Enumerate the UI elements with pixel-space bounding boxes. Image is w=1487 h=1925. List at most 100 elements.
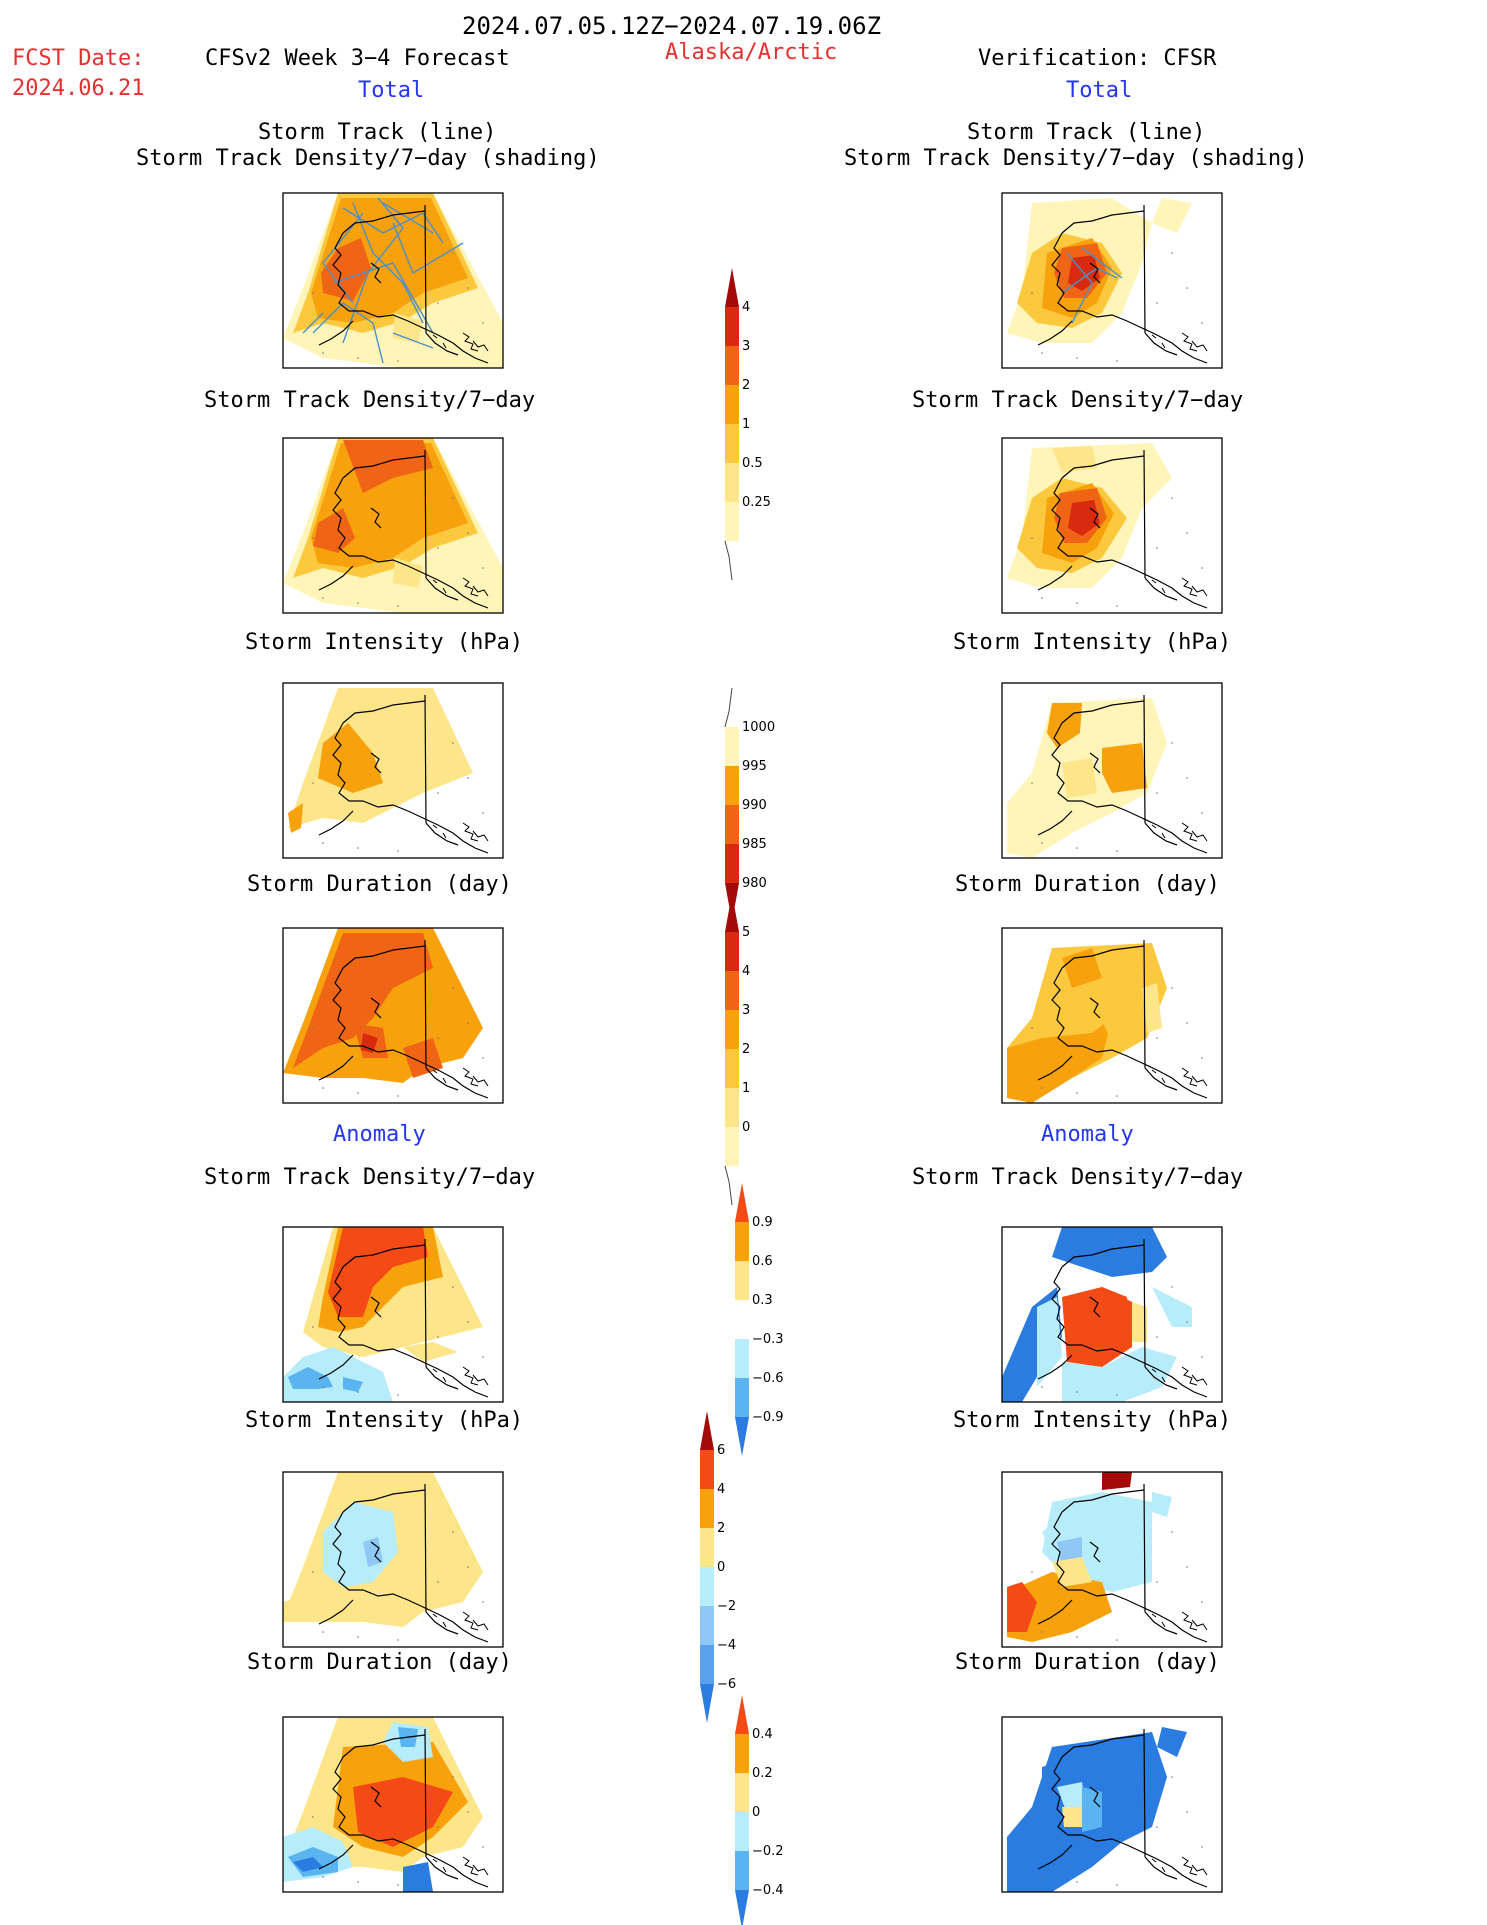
colorbar-tick-label: 0.4 [752,1727,773,1742]
left-anomaly-label: Anomaly [333,1122,426,1147]
colorbar-tick-label: 2 [742,1042,750,1057]
colorbar-cell [700,1567,714,1606]
left-density-map [282,437,504,614]
left-title-density-anom: Storm Track Density/7−day [204,1165,536,1190]
colorbar-tick-label: −0.6 [752,1371,784,1386]
colorbar-cell [700,1489,714,1528]
colorbar-bottom-tail [724,1165,733,1206]
left-title-intensity: Storm Intensity (hPa) [245,630,524,655]
right-density-map [1001,437,1223,614]
left-title-duration: Storm Duration (day) [247,872,512,897]
intensity-colorbar: 1000 995 990 985 980 [724,687,775,922]
colorbar-top-arrow [735,1183,749,1222]
right-duration-map [1001,927,1223,1104]
right-title-duration: Storm Duration (day) [955,872,1220,897]
intensity-anom-colorbar: 6 4 2 0 −2 −4 −6 [700,1411,736,1723]
colorbar-bottom-arrow [700,1684,714,1723]
right-title-duration-anom: Storm Duration (day) [955,1650,1220,1675]
colorbar-top-arrow [725,893,739,932]
colorbar-cell [700,1606,714,1645]
left-title-track-shading: Storm Track Density/7−day (shading) [136,146,600,171]
colorbar-top-tail [724,687,733,728]
colorbar-tick-label: 0 [717,1560,725,1575]
right-track-map [1001,192,1223,369]
colorbar-cell [735,1378,749,1417]
colorbar-tick-label: −0.2 [752,1844,784,1859]
right-total-label: Total [1066,78,1133,103]
colorbar-cell [700,1450,714,1489]
forecast-title: CFSv2 Week 3−4 Forecast [205,46,510,71]
colorbar-tick-label: 0.5 [742,456,763,471]
left-track-map [282,192,504,369]
colorbar-tick-label: 0.25 [742,495,771,510]
colorbar-cell [725,346,739,385]
colorbar-cell [735,1222,749,1261]
colorbar-tick-label: −0.9 [752,1410,784,1425]
verification-title: Verification: CFSR [978,46,1217,71]
colorbar-tick-label: 2 [717,1521,725,1536]
left-title-density: Storm Track Density/7−day [204,388,536,413]
right-title-density-anom: Storm Track Density/7−day [912,1165,1244,1190]
left-title-track-line: Storm Track (line) [258,120,497,145]
colorbars: 43210.50.2510009959909859805432100.90.60… [700,268,784,1925]
colorbar-cell [725,307,739,346]
left-density-anom-map [282,1226,504,1403]
right-anomaly-label: Anomaly [1041,1122,1134,1147]
colorbar-cell [735,1300,749,1339]
left-intensity-map [282,682,504,859]
right-title-track-shading: Storm Track Density/7−day (shading) [844,146,1308,171]
right-intensity-anom-map [1001,1471,1223,1648]
colorbar-cell [735,1851,749,1890]
colorbar-cell [725,502,739,541]
colorbar-tick-label: 6 [717,1443,725,1458]
colorbar-top-arrow [725,268,739,307]
colorbar-cell [725,1049,739,1088]
colorbar-cell [725,727,739,766]
colorbar-tick-label: 0.3 [752,1293,773,1308]
colorbar-cell [700,1645,714,1684]
duration-colorbar: 5 4 3 2 1 0 [724,893,750,1206]
colorbar-tick-label: 4 [742,964,750,979]
colorbar-tick-label: 0.9 [752,1215,773,1230]
colorbar-tick-label: 995 [742,759,767,774]
colorbar-tick-label: 5 [742,925,750,940]
colorbar-cell [725,844,739,883]
left-intensity-anom-map [282,1471,504,1648]
right-intensity-map [1001,682,1223,859]
colorbar-cell [725,971,739,1010]
colorbar-tick-label: 990 [742,798,767,813]
colorbar-cell [725,932,739,971]
left-duration-map [282,927,504,1104]
right-title-intensity-anom: Storm Intensity (hPa) [953,1408,1232,1433]
colorbar-cell [725,1127,739,1166]
colorbar-cell [735,1734,749,1773]
colorbar-tick-label: 985 [742,837,767,852]
colorbar-bottom-arrow [735,1890,749,1925]
right-title-intensity: Storm Intensity (hPa) [953,630,1232,655]
duration-anom-colorbar: 0.4 0.2 0 −0.2 −0.4 [735,1695,784,1925]
colorbar-top-arrow [700,1411,714,1450]
colorbar-cell [735,1812,749,1851]
region-title: Alaska/Arctic [665,40,838,65]
colorbar-tick-label: 0.6 [752,1254,773,1269]
colorbar-top-arrow [735,1695,749,1734]
colorbar-tick-label: 1 [742,1081,750,1096]
colorbar-cell [725,424,739,463]
colorbar-cell [735,1773,749,1812]
colorbar-tick-label: −0.3 [752,1332,784,1347]
right-title-density: Storm Track Density/7−day [912,388,1244,413]
colorbar-cell [725,463,739,502]
colorbar-tick-label: −4 [717,1638,736,1653]
colorbar-tick-label: 3 [742,1003,750,1018]
right-title-track-line: Storm Track (line) [967,120,1206,145]
colorbar-tick-label: 0 [752,1805,760,1820]
colorbar-tick-label: 0.2 [752,1766,773,1781]
colorbar-cell [725,385,739,424]
colorbar-tick-label: 1000 [742,720,775,735]
colorbar-cell [735,1339,749,1378]
left-duration-anom-map [282,1716,504,1893]
colorbar-tick-label: −6 [717,1677,736,1692]
colorbar-cell [725,1010,739,1049]
left-total-label: Total [358,78,425,103]
